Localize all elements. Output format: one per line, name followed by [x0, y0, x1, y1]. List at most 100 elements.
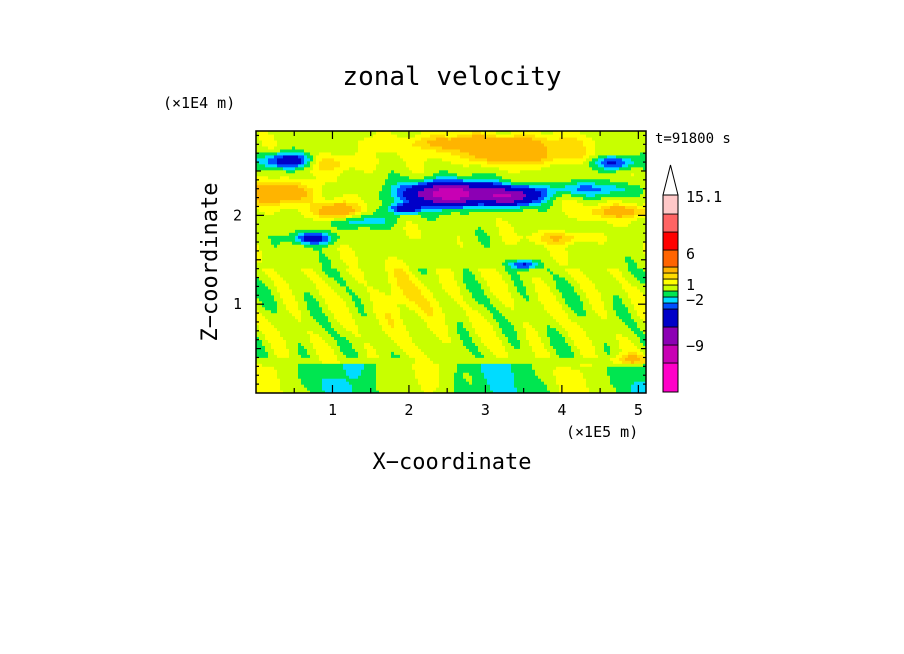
field-cell	[337, 348, 341, 352]
field-cell	[322, 148, 326, 153]
field-cell	[286, 145, 290, 150]
field-cell	[394, 369, 398, 373]
field-cell	[379, 312, 383, 317]
field-cell	[406, 256, 410, 260]
field-cell	[409, 131, 413, 135]
field-cell	[358, 157, 362, 162]
field-cell	[376, 309, 380, 314]
field-cell	[379, 247, 383, 251]
field-cell	[406, 366, 410, 370]
field-cell	[340, 151, 344, 156]
field-cell	[289, 214, 293, 218]
field-cell	[289, 253, 293, 257]
field-cell	[325, 345, 329, 349]
field-cell	[274, 208, 278, 212]
field-cell	[298, 214, 302, 218]
field-cell	[370, 199, 374, 204]
field-cell	[403, 223, 407, 227]
field-cell	[343, 169, 347, 174]
field-cell	[412, 387, 416, 391]
field-cell	[265, 133, 269, 138]
field-cell	[349, 262, 353, 266]
field-cell	[328, 151, 332, 156]
field-cell	[406, 282, 410, 287]
field-cell	[331, 381, 335, 385]
field-cell	[394, 235, 398, 239]
field-cell	[352, 262, 356, 266]
field-cell	[262, 270, 266, 275]
field-cell	[304, 202, 308, 207]
field-cell	[334, 360, 338, 364]
field-cell	[301, 387, 305, 391]
field-cell	[352, 324, 356, 329]
field-cell	[259, 342, 263, 346]
field-cell	[406, 270, 410, 275]
field-cell	[289, 306, 293, 311]
field-cell	[280, 354, 284, 358]
field-cell	[301, 306, 305, 311]
field-cell	[355, 306, 359, 311]
field-cell	[289, 229, 293, 233]
field-cell	[259, 131, 263, 135]
field-cell	[316, 351, 320, 355]
field-cell	[289, 247, 293, 251]
field-cell	[259, 378, 263, 382]
field-cell	[319, 288, 323, 293]
field-cell	[286, 229, 290, 233]
field-cell	[310, 211, 314, 215]
field-cell	[385, 262, 389, 266]
field-cell	[361, 166, 365, 171]
field-cell	[286, 381, 290, 385]
field-cell	[397, 375, 401, 379]
field-cell	[406, 279, 410, 284]
field-cell	[301, 354, 305, 358]
field-cell	[385, 178, 389, 183]
field-cell	[346, 273, 350, 278]
field-cell	[355, 196, 359, 201]
field-cell	[262, 354, 266, 358]
field-cell	[376, 142, 380, 147]
field-cell	[340, 232, 344, 236]
field-cell	[334, 193, 338, 198]
field-cell	[340, 157, 344, 162]
field-cell	[409, 339, 413, 343]
field-cell	[295, 196, 299, 201]
field-cell	[349, 381, 353, 385]
field-cell	[325, 241, 329, 245]
field-cell	[349, 142, 353, 147]
field-cell	[289, 208, 293, 212]
field-cell	[397, 267, 401, 272]
field-cell	[400, 273, 404, 278]
field-cell	[295, 264, 299, 269]
field-cell	[355, 285, 359, 290]
field-cell	[316, 294, 320, 299]
field-cell	[340, 244, 344, 248]
field-cell	[370, 288, 374, 293]
field-cell	[400, 169, 404, 174]
field-cell	[325, 169, 329, 174]
field-cell	[385, 205, 389, 210]
field-cell	[274, 235, 278, 239]
field-cell	[325, 136, 329, 141]
field-cell	[307, 369, 311, 373]
field-cell	[382, 157, 386, 162]
field-cell	[391, 136, 395, 141]
field-cell	[268, 333, 272, 338]
field-cell	[382, 151, 386, 156]
field-cell	[355, 309, 359, 314]
field-cell	[406, 387, 410, 391]
field-cell	[334, 351, 338, 355]
field-cell	[352, 259, 356, 263]
field-cell	[361, 148, 365, 153]
field-cell	[331, 315, 335, 320]
field-cell	[352, 321, 356, 326]
field-cell	[331, 235, 335, 239]
field-cell	[343, 193, 347, 198]
field-cell	[295, 306, 299, 311]
field-cell	[391, 247, 395, 251]
field-cell	[313, 169, 317, 174]
field-cell	[367, 369, 371, 373]
field-cell	[280, 145, 284, 150]
field-cell	[283, 384, 287, 388]
field-cell	[385, 300, 389, 305]
